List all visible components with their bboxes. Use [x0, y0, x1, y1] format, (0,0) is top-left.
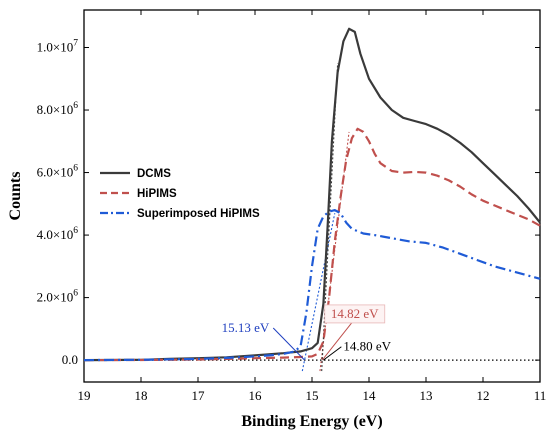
axes-ticks: 19 18 17 16 15 14 13 12 11 0.0 2.0×106 4.0×106 6.0×1…	[37, 10, 547, 403]
annotations: 15.13 eV 14.82 eV 14.80 eV	[222, 304, 392, 361]
annotation-label: 14.82 eV	[331, 306, 379, 321]
x-tick-label: 16	[249, 388, 263, 403]
y-axis-title: Counts	[7, 172, 24, 221]
x-tick-label: 15	[306, 388, 319, 403]
annotation-label: 15.13 eV	[222, 320, 270, 335]
y-tick-label: 2.0×106	[37, 289, 79, 305]
annotation-label: 14.80 eV	[343, 339, 391, 354]
y-tick-label: 4.0×106	[37, 226, 79, 242]
series-line-superimposed-hipims	[83, 209, 541, 362]
x-tick-label: 19	[78, 388, 91, 403]
legend-label: DCMS	[137, 168, 171, 180]
annotation-arrow	[272, 327, 305, 361]
annotation-box	[324, 304, 386, 324]
x-tick-label: 13	[420, 388, 433, 403]
y-tick-label: 1.0×107	[37, 39, 79, 55]
legend: DCMS HiPIMS Superimposed HiPIMS	[100, 168, 260, 220]
y-tick-label: 6.0×106	[37, 164, 79, 180]
legend-label: HiPIMS	[137, 188, 177, 200]
x-tick-label: 11	[534, 388, 547, 403]
legend-label: Superimposed HiPIMS	[137, 208, 260, 220]
x-tick-label: 18	[135, 388, 148, 403]
annotation-arrow	[323, 346, 342, 361]
x-tick-label: 14	[363, 388, 377, 403]
onset-line	[301, 213, 336, 372]
y-tick-label: 8.0×106	[37, 101, 79, 117]
x-tick-label: 17	[192, 388, 206, 403]
x-axis-title: Binding Energy (eV)	[241, 413, 382, 430]
y-tick-label: 0.0	[62, 352, 78, 367]
series-group	[83, 27, 541, 362]
x-tick-label: 12	[477, 388, 490, 403]
series-line-hipims	[83, 127, 541, 362]
